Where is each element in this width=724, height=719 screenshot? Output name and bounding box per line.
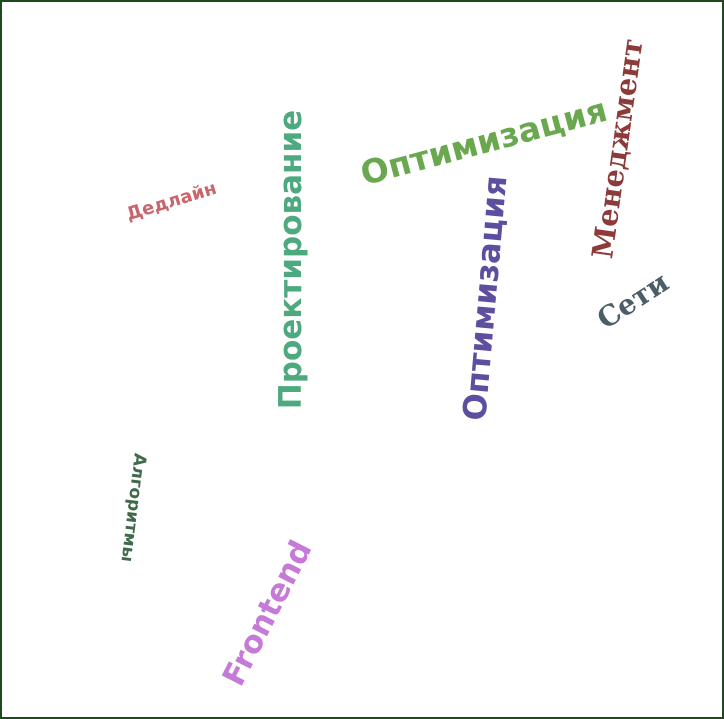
word-menedzhment: Менеджмент xyxy=(585,36,650,261)
word-frontend: Frontend xyxy=(215,534,320,692)
word-dedlayn: Дедлайн xyxy=(123,177,220,226)
word-seti: Сети xyxy=(591,265,675,336)
word-algoritmy: Алгоритмы xyxy=(116,452,150,564)
word-proektirovanie: Проектирование xyxy=(273,109,310,410)
word-optimizatsiya-purple: Оптимизация xyxy=(455,173,515,423)
